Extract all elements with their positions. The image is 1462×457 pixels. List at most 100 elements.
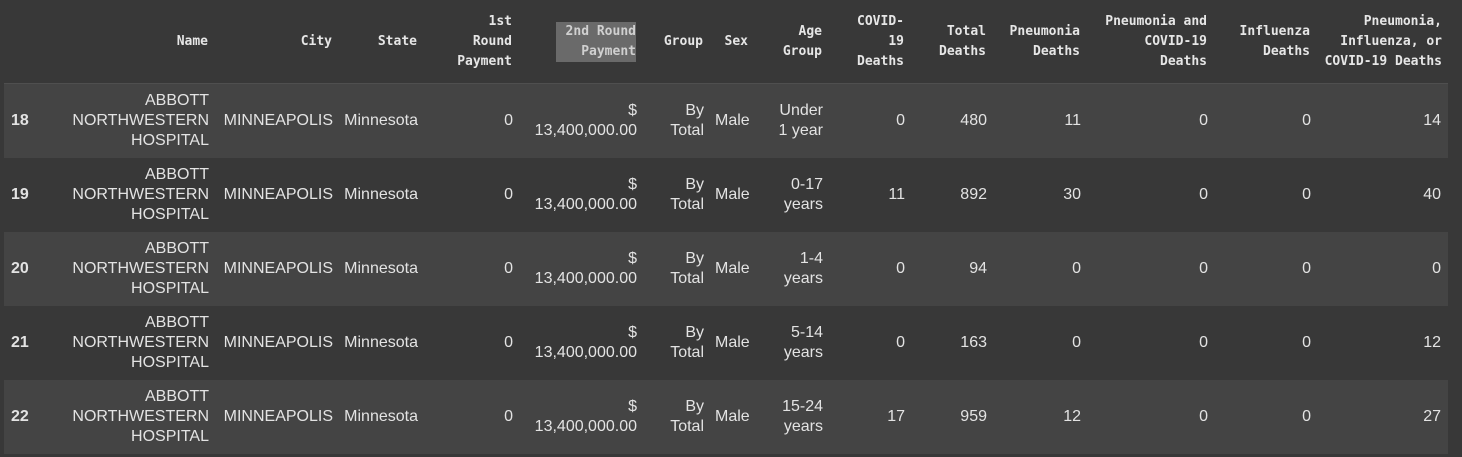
cell-second-round-payment: $ 13,400,000.00 [520, 83, 644, 158]
cell-pneumonia-deaths: 0 [994, 232, 1088, 306]
table-row[interactable]: 19 ABBOTT NORTHWESTERN HOSPITAL MINNEAPOLI… [4, 158, 1448, 232]
cell-group-text: By Total [670, 102, 704, 139]
cell-first-round-payment: 0 [425, 158, 520, 232]
cell-sex: Male [711, 83, 756, 158]
cell-state: Minnesota [340, 83, 425, 158]
cell-age-group-text: 1-4 years [783, 250, 823, 287]
cell-pic-deaths: 40 [1318, 158, 1448, 232]
col-header-pneumonia-covid-deaths[interactable]: Pneumonia and COVID-19 Deaths [1088, 0, 1215, 84]
cell-covid-deaths: 0 [830, 306, 912, 380]
col-header-influenza-deaths-label: Influenza Deaths [1239, 23, 1310, 59]
col-header-pneumonia-deaths-label: Pneumonia Deaths [1009, 23, 1080, 59]
col-header-covid-deaths-label: COVID-19 Deaths [857, 13, 904, 69]
cell-name: ABBOTT NORTHWESTERN HOSPITAL [45, 232, 216, 306]
cell-pneumonia-covid-deaths: 0 [1088, 380, 1215, 454]
col-header-city[interactable]: City [216, 0, 340, 84]
col-header-name[interactable]: Name [45, 0, 216, 84]
cell-city: MINNEAPOLIS [216, 232, 340, 306]
cell-total-deaths: 163 [912, 306, 994, 380]
cell-age-group: 5-14 years [756, 306, 830, 380]
cell-covid-deaths: 17 [830, 380, 912, 454]
col-header-pic-deaths[interactable]: Pneumonia, Influenza, or COVID-19 Deaths [1318, 0, 1448, 84]
cell-sex: Male [711, 232, 756, 306]
cell-first-round-payment: 0 [425, 306, 520, 380]
table-row[interactable]: 20 ABBOTT NORTHWESTERN HOSPITAL MINNEAPOLI… [4, 232, 1448, 306]
col-header-covid-deaths[interactable]: COVID-19 Deaths [830, 0, 912, 84]
cell-pneumonia-deaths: 0 [994, 306, 1088, 380]
cell-total-deaths: 94 [912, 232, 994, 306]
cell-age-group: Under 1 year [756, 83, 830, 158]
cell-influenza-deaths: 0 [1215, 380, 1318, 454]
col-header-2nd-round-payment[interactable]: 2nd Round Payment [520, 0, 644, 84]
col-header-1st-round-payment[interactable]: 1st Round Payment [425, 0, 520, 84]
cell-pneumonia-covid-deaths: 0 [1088, 306, 1215, 380]
cell-covid-deaths: 11 [830, 158, 912, 232]
cell-second-round-payment: $ 13,400,000.00 [520, 232, 644, 306]
cell-pneumonia-deaths: 30 [994, 158, 1088, 232]
cell-second-round-payment: $ 13,400,000.00 [520, 158, 644, 232]
cell-pic-deaths: 12 [1318, 306, 1448, 380]
vertical-scrollbar[interactable] [1448, 0, 1462, 457]
cell-group-text: By Total [670, 176, 704, 213]
cell-second-round-payment-text: $ 13,400,000.00 [534, 398, 637, 435]
cell-index: 22 [4, 380, 45, 454]
cell-name-text: ABBOTT NORTHWESTERN HOSPITAL [72, 166, 209, 223]
cell-group-text: By Total [670, 398, 704, 435]
cell-pneumonia-covid-deaths: 0 [1088, 158, 1215, 232]
cell-age-group-text: 15-24 years [782, 398, 823, 435]
col-header-pneumonia-deaths[interactable]: Pneumonia Deaths [994, 0, 1088, 84]
cell-age-group-text: 0-17 years [783, 176, 823, 213]
cell-age-group-text: Under 1 year [778, 102, 823, 139]
cell-pic-deaths: 0 [1318, 232, 1448, 306]
table-body: 18 ABBOTT NORTHWESTERN HOSPITAL MINNEAPOLI… [4, 83, 1448, 454]
cell-second-round-payment-text: $ 13,400,000.00 [534, 176, 637, 213]
col-header-2nd-round-payment-label: 2nd Round Payment [556, 21, 636, 62]
cell-covid-deaths: 0 [830, 83, 912, 158]
col-header-influenza-deaths[interactable]: Influenza Deaths [1215, 0, 1318, 84]
cell-age-group: 0-17 years [756, 158, 830, 232]
dataframe-table: Name City State 1st Round Payment 2nd Ro… [4, 0, 1448, 454]
cell-influenza-deaths: 0 [1215, 83, 1318, 158]
table-row[interactable]: 21 ABBOTT NORTHWESTERN HOSPITAL MINNEAPOLI… [4, 306, 1448, 380]
cell-name: ABBOTT NORTHWESTERN HOSPITAL [45, 306, 216, 380]
cell-second-round-payment-text: $ 13,400,000.00 [534, 250, 637, 287]
cell-pic-deaths: 27 [1318, 380, 1448, 454]
cell-name: ABBOTT NORTHWESTERN HOSPITAL [45, 380, 216, 454]
col-header-total-deaths[interactable]: Total Deaths [912, 0, 994, 84]
cell-second-round-payment: $ 13,400,000.00 [520, 380, 644, 454]
cell-second-round-payment-text: $ 13,400,000.00 [534, 102, 637, 139]
cell-sex: Male [711, 380, 756, 454]
cell-pneumonia-covid-deaths: 0 [1088, 232, 1215, 306]
table-row[interactable]: 18 ABBOTT NORTHWESTERN HOSPITAL MINNEAPOLI… [4, 83, 1448, 158]
cell-second-round-payment: $ 13,400,000.00 [520, 306, 644, 380]
cell-index: 21 [4, 306, 45, 380]
col-header-group[interactable]: Group [644, 0, 711, 84]
cell-influenza-deaths: 0 [1215, 158, 1318, 232]
cell-index: 19 [4, 158, 45, 232]
cell-group-text: By Total [670, 250, 704, 287]
cell-group-text: By Total [670, 324, 704, 361]
col-header-sex[interactable]: Sex [711, 0, 756, 84]
cell-name-text: ABBOTT NORTHWESTERN HOSPITAL [72, 388, 209, 445]
col-header-age-group[interactable]: Age Group [756, 0, 830, 84]
col-header-1st-round-payment-label: 1st Round Payment [457, 13, 512, 69]
cell-first-round-payment: 0 [425, 83, 520, 158]
cell-pneumonia-deaths: 11 [994, 83, 1088, 158]
cell-city: MINNEAPOLIS [216, 158, 340, 232]
table-row[interactable]: 22 ABBOTT NORTHWESTERN HOSPITAL MINNEAPOLI… [4, 380, 1448, 454]
cell-name: ABBOTT NORTHWESTERN HOSPITAL [45, 158, 216, 232]
cell-age-group-text: 5-14 years [783, 324, 823, 361]
cell-influenza-deaths: 0 [1215, 306, 1318, 380]
col-header-state[interactable]: State [340, 0, 425, 84]
cell-name-text: ABBOTT NORTHWESTERN HOSPITAL [72, 92, 209, 149]
cell-total-deaths: 892 [912, 158, 994, 232]
cell-group: By Total [644, 380, 711, 454]
cell-group: By Total [644, 83, 711, 158]
cell-index: 20 [4, 232, 45, 306]
cell-name-text: ABBOTT NORTHWESTERN HOSPITAL [72, 314, 209, 371]
cell-index: 18 [4, 83, 45, 158]
cell-city: MINNEAPOLIS [216, 83, 340, 158]
cell-influenza-deaths: 0 [1215, 232, 1318, 306]
cell-city: MINNEAPOLIS [216, 306, 340, 380]
